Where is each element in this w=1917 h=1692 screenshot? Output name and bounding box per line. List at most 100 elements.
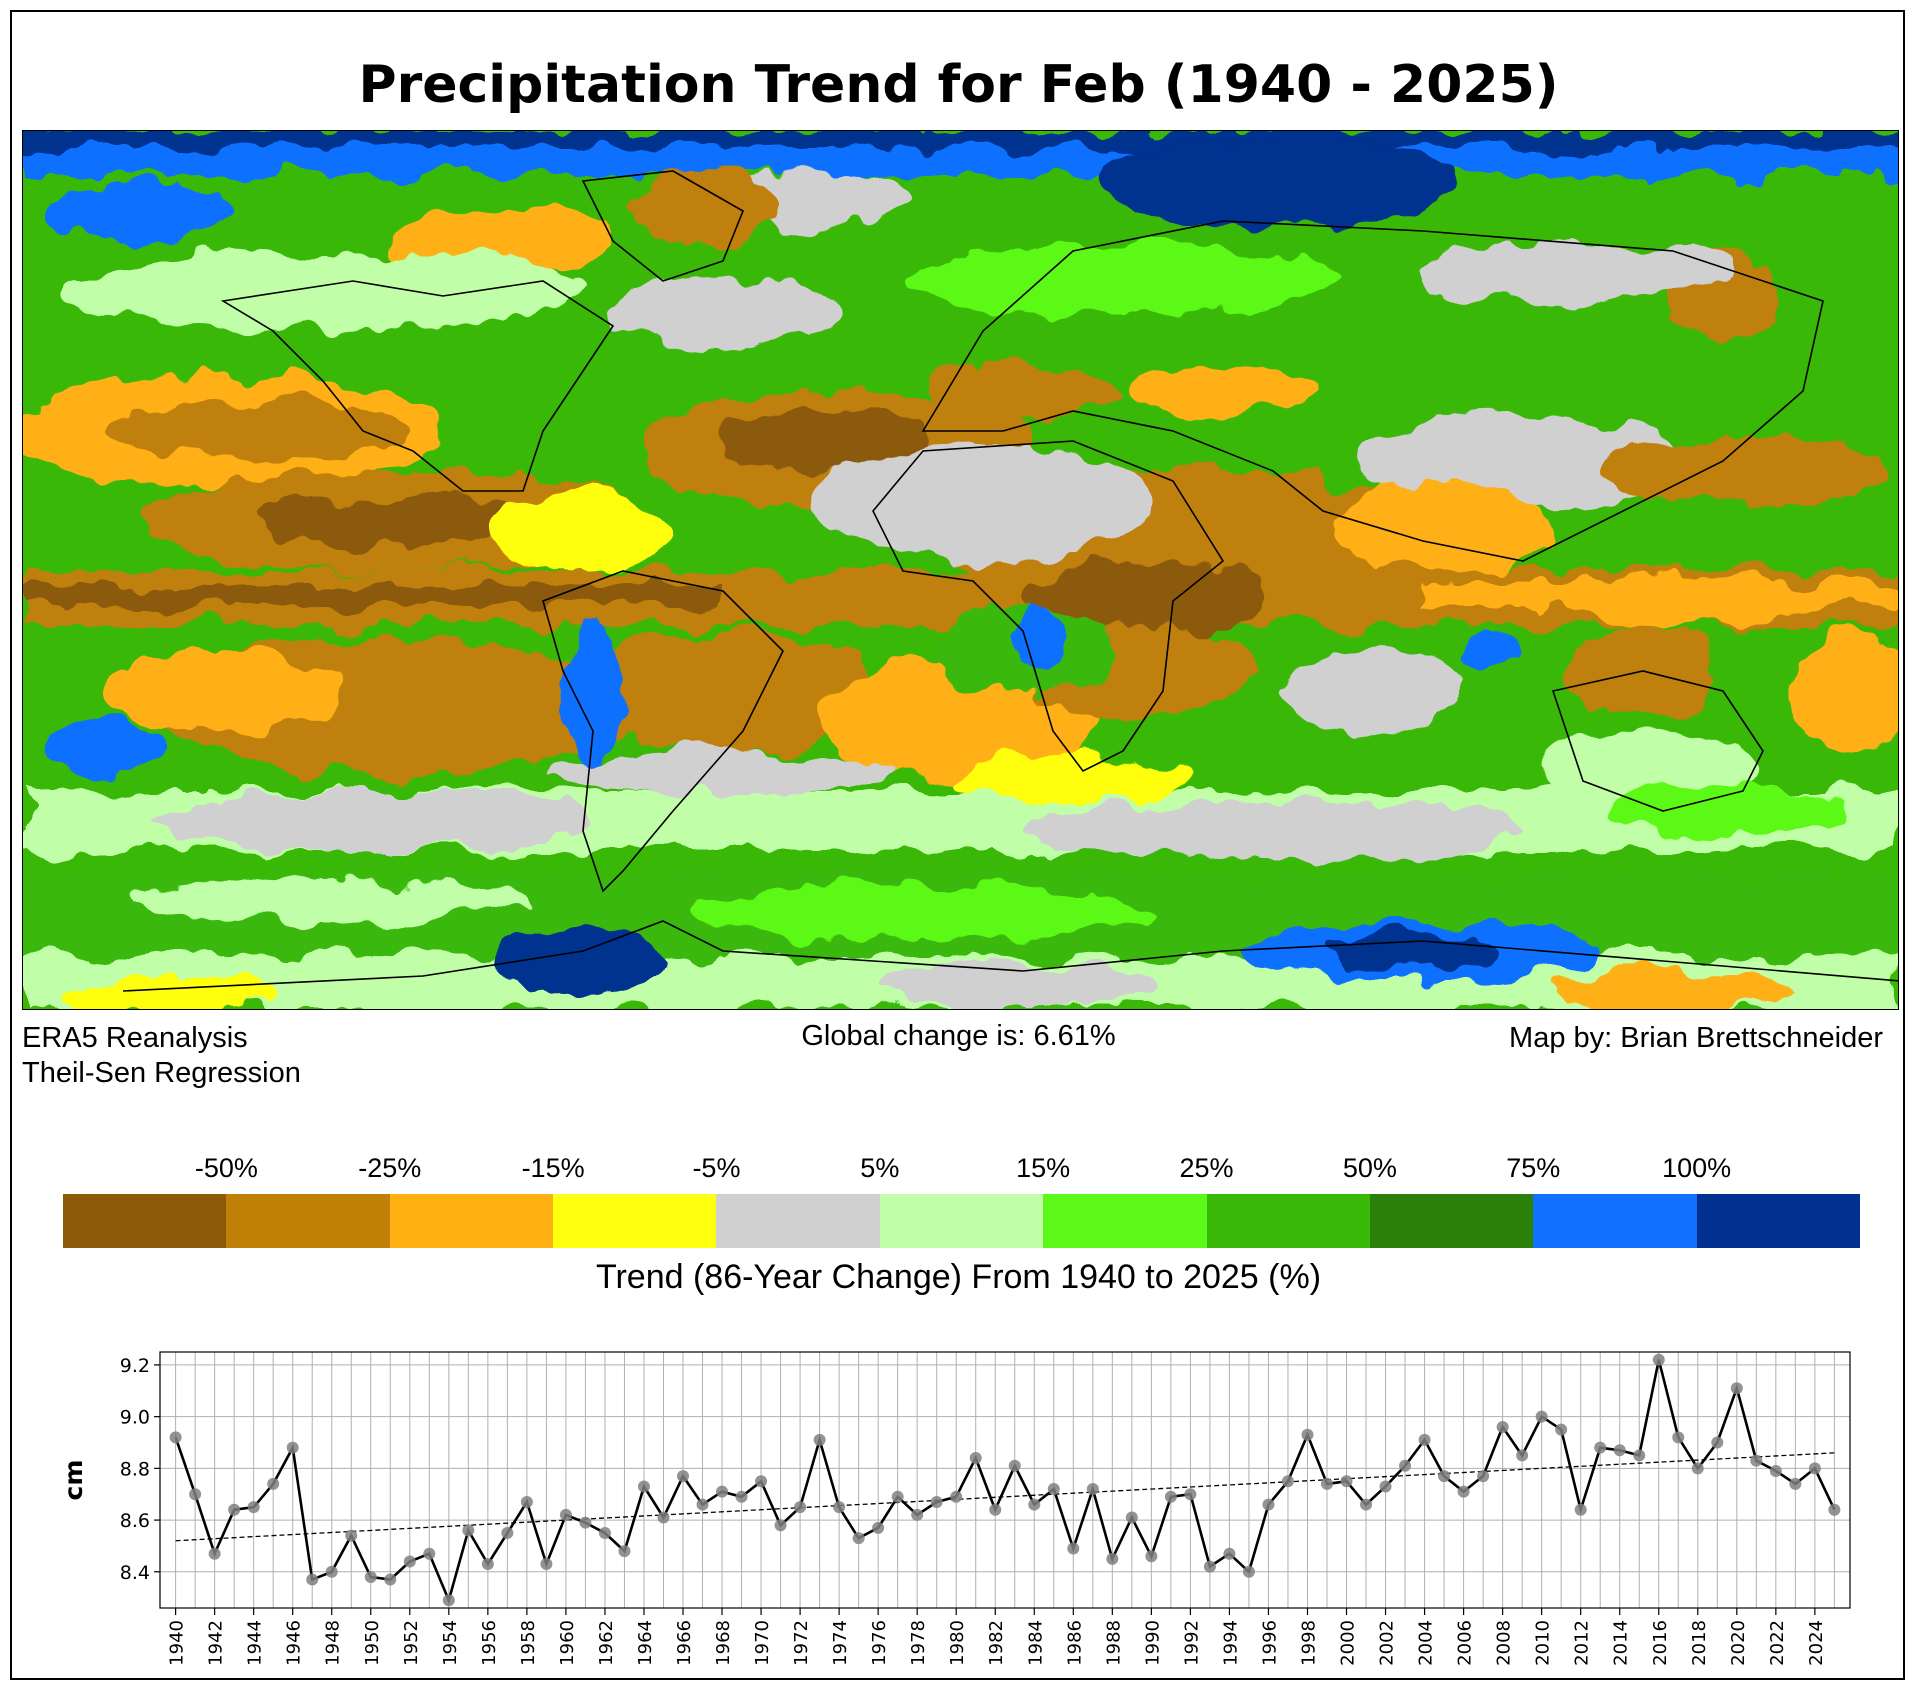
colorbar-swatch [63, 1194, 227, 1248]
x-tick-label: 1946 [284, 1620, 305, 1666]
data-point [540, 1558, 553, 1571]
colorbar-tick-label: 15% [1016, 1153, 1071, 1183]
colorbar-swatch [553, 1194, 717, 1248]
x-tick-label: 1976 [869, 1620, 890, 1666]
x-tick-label: 1986 [1064, 1620, 1085, 1666]
data-point [989, 1503, 1002, 1516]
data-point [696, 1498, 709, 1511]
data-point [306, 1573, 319, 1586]
x-axis: 1940 1942 1944 1946 1948 1950 1952 1954 1956 1958… [167, 1608, 1827, 1666]
data-point [1516, 1449, 1529, 1462]
x-tick-label: 1988 [1103, 1620, 1124, 1666]
x-tick-label: 1966 [674, 1620, 695, 1666]
data-point [442, 1594, 455, 1607]
colorbar-tick-label: 25% [1179, 1153, 1234, 1183]
data-point [911, 1508, 924, 1521]
data-point [1340, 1475, 1353, 1488]
data-point [1750, 1454, 1763, 1467]
x-tick-label: 1992 [1181, 1620, 1202, 1666]
data-point [1672, 1431, 1685, 1444]
x-tick-label: 1954 [440, 1620, 461, 1666]
colorbar-swatch [879, 1194, 1044, 1248]
colorbar-tick-label: -25% [358, 1153, 422, 1183]
page-title: Precipitation Trend for Feb (1940 - 2025… [358, 55, 1559, 115]
series-markers [169, 1353, 1841, 1607]
data-point [559, 1508, 572, 1521]
data-point [1691, 1462, 1704, 1475]
x-tick-label: 1958 [518, 1620, 539, 1666]
colorbar-swatch [1369, 1194, 1534, 1248]
data-point [1301, 1428, 1314, 1441]
data-point [716, 1485, 729, 1498]
data-point [1223, 1547, 1236, 1560]
data-point [872, 1521, 885, 1534]
x-tick-label: 2020 [1728, 1620, 1749, 1666]
data-point [403, 1555, 416, 1568]
data-point [1496, 1420, 1509, 1433]
data-point [637, 1480, 650, 1493]
x-tick-label: 2012 [1572, 1620, 1593, 1666]
y-tick-label: 8.4 [120, 1562, 150, 1584]
data-point [1008, 1459, 1021, 1472]
colorbar-tick-label: 75% [1506, 1153, 1561, 1183]
data-point [618, 1545, 631, 1558]
x-tick-label: 2008 [1494, 1620, 1515, 1666]
data-point [1828, 1503, 1841, 1516]
data-point [384, 1573, 397, 1586]
data-point [1379, 1480, 1392, 1493]
trend-field [23, 131, 1898, 1009]
data-point [1594, 1441, 1607, 1454]
method-label: Theil-Sen Regression [22, 1057, 301, 1089]
x-tick-label: 2004 [1416, 1620, 1437, 1666]
chart-grid [160, 1352, 1850, 1608]
data-point [1399, 1459, 1412, 1472]
x-tick-label: 2010 [1533, 1620, 1554, 1666]
data-point [423, 1547, 436, 1560]
data-point [1125, 1511, 1138, 1524]
precipitation-trend-map [22, 130, 1899, 1010]
figure-frame [10, 10, 1905, 1680]
x-tick-label: 1974 [830, 1620, 851, 1666]
data-point [1047, 1483, 1060, 1496]
data-point [189, 1488, 202, 1501]
data-point [1262, 1498, 1275, 1511]
x-tick-label: 2024 [1806, 1620, 1827, 1666]
data-point [1086, 1483, 1099, 1496]
x-tick-label: 2000 [1338, 1620, 1359, 1666]
data-point [1067, 1542, 1080, 1555]
x-tick-label: 1950 [362, 1620, 383, 1666]
colorbar-label: Trend (86-Year Change) From 1940 to 2025… [595, 1258, 1322, 1296]
data-point [247, 1501, 260, 1514]
colorbar-tick-label: -15% [521, 1153, 585, 1183]
x-tick-label: 1972 [791, 1620, 812, 1666]
x-tick-label: 1994 [1220, 1620, 1241, 1666]
timeseries-chart: 8.4 8.6 8.8 9.0 9.2 1940 1942 1944 1946 1948 1950… [59, 1351, 1851, 1666]
data-point [286, 1441, 299, 1454]
data-point [1281, 1475, 1294, 1488]
data-point [1164, 1490, 1177, 1503]
data-point [1652, 1353, 1665, 1366]
x-tick-label: 1982 [986, 1620, 1007, 1666]
data-point [1555, 1423, 1568, 1436]
data-point [345, 1529, 358, 1542]
data-point [813, 1433, 826, 1446]
data-point [208, 1547, 221, 1560]
data-point [579, 1516, 592, 1529]
data-point [1574, 1503, 1587, 1516]
x-tick-label: 1984 [1025, 1620, 1046, 1666]
trend-line [175, 1452, 1835, 1542]
data-point [364, 1570, 377, 1583]
data-point [1730, 1382, 1743, 1395]
data-point [852, 1532, 865, 1545]
data-point [462, 1524, 475, 1537]
x-tick-label: 2018 [1689, 1620, 1710, 1666]
data-point [1438, 1470, 1451, 1483]
data-point [520, 1495, 533, 1508]
x-tick-label: 1952 [401, 1620, 422, 1666]
y-tick-label: 8.6 [120, 1510, 150, 1532]
x-tick-label: 2002 [1377, 1620, 1398, 1666]
x-tick-label: 1962 [596, 1620, 617, 1666]
y-tick-label: 8.8 [120, 1458, 150, 1480]
data-point [969, 1452, 982, 1465]
data-point [1613, 1444, 1626, 1457]
